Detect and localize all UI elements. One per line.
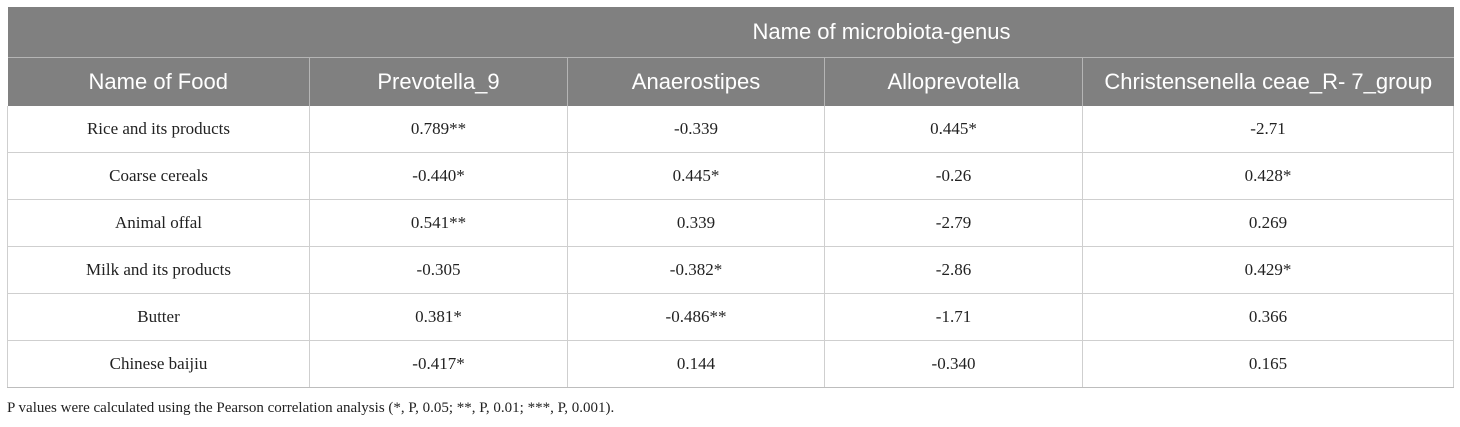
food-name-cell: Milk and its products (7, 246, 310, 294)
table-row: Rice and its products 0.789** -0.339 0.4… (7, 106, 1455, 153)
value-cell: -0.305 (309, 246, 568, 294)
group-header: Name of microbiota-genus (309, 7, 1454, 58)
value-cell: 0.789** (309, 106, 568, 153)
value-cell: -2.71 (1081, 106, 1455, 153)
value-cell: 0.381* (309, 293, 568, 341)
food-name-cell: Animal offal (7, 199, 310, 247)
value-cell: -0.486** (567, 293, 825, 341)
value-cell: 0.541** (309, 199, 568, 247)
value-cell: 0.445* (567, 152, 825, 200)
food-name-cell: Rice and its products (7, 106, 310, 153)
value-cell: 0.269 (1081, 199, 1455, 247)
table-row: Chinese baijiu -0.417* 0.144 -0.340 0.16… (7, 340, 1455, 388)
column-header-prevotella: Prevotella_9 (309, 57, 568, 106)
value-cell: -2.86 (824, 246, 1083, 294)
value-cell: -2.79 (824, 199, 1083, 247)
column-header-alloprevotella: Alloprevotella (824, 57, 1083, 106)
correlation-table: Name of microbiota-genus Name of Food Pr… (7, 7, 1455, 388)
food-name-cell: Coarse cereals (7, 152, 310, 200)
value-cell: -0.339 (567, 106, 825, 153)
table-row: Butter 0.381* -0.486** -1.71 0.366 (7, 293, 1455, 341)
value-cell: -1.71 (824, 293, 1083, 341)
value-cell: -0.382* (567, 246, 825, 294)
column-header-row: Name of Food Prevotella_9 Anaerostipes A… (7, 57, 1454, 106)
value-cell: -0.26 (824, 152, 1083, 200)
table-row: Milk and its products -0.305 -0.382* -2.… (7, 246, 1455, 294)
value-cell: -0.417* (309, 340, 568, 388)
value-cell: -0.340 (824, 340, 1083, 388)
value-cell: 0.144 (567, 340, 825, 388)
table-row: Coarse cereals -0.440* 0.445* -0.26 0.42… (7, 152, 1455, 200)
column-header-anaerostipes: Anaerostipes (567, 57, 825, 106)
value-cell: 0.428* (1081, 152, 1455, 200)
food-name-cell: Butter (7, 293, 310, 341)
value-cell: 0.445* (824, 106, 1083, 153)
food-name-cell: Chinese baijiu (7, 340, 310, 388)
value-cell: -0.440* (309, 152, 568, 200)
correlation-table-container: Name of microbiota-genus Name of Food Pr… (7, 7, 1455, 388)
value-cell: 0.429* (1081, 246, 1455, 294)
value-cell: 0.339 (567, 199, 825, 247)
column-header-food: Name of Food (7, 57, 310, 106)
value-cell: 0.165 (1081, 340, 1455, 388)
table-footnote: P values were calculated using the Pears… (7, 400, 615, 416)
table-row: Animal offal 0.541** 0.339 -2.79 0.269 (7, 199, 1455, 247)
column-header-christensenellaceae: Christensenella ceae_R- 7_group (1081, 57, 1454, 106)
value-cell: 0.366 (1081, 293, 1455, 341)
group-header-row: Name of microbiota-genus (7, 7, 1454, 58)
